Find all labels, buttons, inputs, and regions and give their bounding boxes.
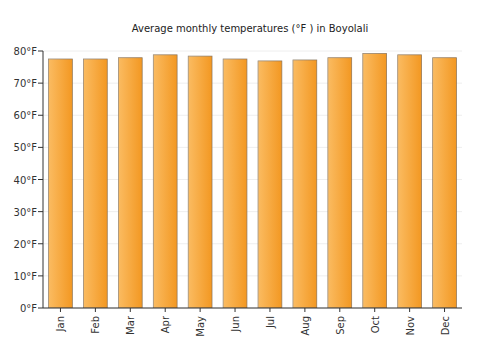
x-tick-label: Jul (265, 316, 276, 329)
bar (223, 59, 247, 308)
bar-shade (293, 60, 317, 308)
y-tick (38, 115, 43, 116)
bar (398, 55, 422, 308)
x-tick (269, 308, 270, 312)
bar-shade (258, 61, 282, 308)
y-tick (38, 179, 43, 180)
x-tick (304, 308, 305, 312)
bar (363, 54, 387, 308)
bar (49, 59, 73, 308)
bar (258, 61, 282, 308)
bar-shade (49, 59, 73, 308)
x-tick-label: Dec (440, 316, 451, 335)
grid-line (43, 51, 462, 52)
bar (293, 60, 317, 308)
x-tick (60, 308, 61, 312)
x-tick-label: May (195, 316, 206, 337)
x-tick (235, 308, 236, 312)
x-axis (43, 308, 462, 309)
x-tick (200, 308, 201, 312)
bar (433, 58, 457, 308)
y-tick-label: 70°F (14, 78, 38, 89)
bar (188, 56, 212, 308)
y-tick-label: 40°F (14, 175, 38, 186)
y-axis (43, 51, 44, 308)
bar-shade (153, 55, 177, 308)
bar-shade (118, 58, 142, 308)
x-tick (165, 308, 166, 312)
x-tick-label: Oct (370, 316, 381, 333)
bar-shade (223, 59, 247, 308)
x-tick-label: Mar (125, 315, 136, 335)
x-tick (444, 308, 445, 312)
bar (153, 55, 177, 308)
bars (49, 54, 457, 308)
chart: Average monthly temperatures (°F ) in Bo… (0, 0, 500, 350)
y-tick-label: 20°F (14, 239, 38, 250)
y-tick (38, 211, 43, 212)
y-tick-label: 30°F (14, 207, 38, 218)
y-tick (38, 275, 43, 276)
bar-shade (188, 56, 212, 308)
y-tick-label: 0°F (20, 303, 37, 314)
bar (328, 58, 352, 308)
y-tick-label: 10°F (14, 271, 38, 282)
y-tick (38, 308, 43, 309)
bar (84, 59, 108, 308)
x-tick-label: Jun (230, 316, 241, 333)
bar-shade (433, 58, 457, 308)
x-tick (130, 308, 131, 312)
x-tick-label: Apr (160, 315, 171, 333)
bar-shade (398, 55, 422, 308)
y-tick (38, 51, 43, 52)
y-tick (38, 243, 43, 244)
x-tick (339, 308, 340, 312)
title: Average monthly temperatures (°F ) in Bo… (132, 23, 369, 34)
y-tick-label: 50°F (14, 142, 38, 153)
bar-shade (328, 58, 352, 308)
x-tick-label: Jan (55, 316, 66, 332)
x-tick-label: Aug (300, 316, 311, 336)
y-tick-label: 80°F (14, 46, 38, 57)
bar-shade (363, 54, 387, 308)
x-tick-label: Feb (90, 316, 101, 334)
x-tick (374, 308, 375, 312)
x-tick-label: Sep (335, 316, 346, 335)
y-tick (38, 147, 43, 148)
x-tick-label: Nov (405, 316, 416, 336)
bar-shade (84, 59, 108, 308)
x-tick (409, 308, 410, 312)
y-tick-label: 60°F (14, 110, 38, 121)
bar (118, 58, 142, 308)
grid-line (43, 308, 462, 309)
x-tick (95, 308, 96, 312)
y-tick (38, 83, 43, 84)
